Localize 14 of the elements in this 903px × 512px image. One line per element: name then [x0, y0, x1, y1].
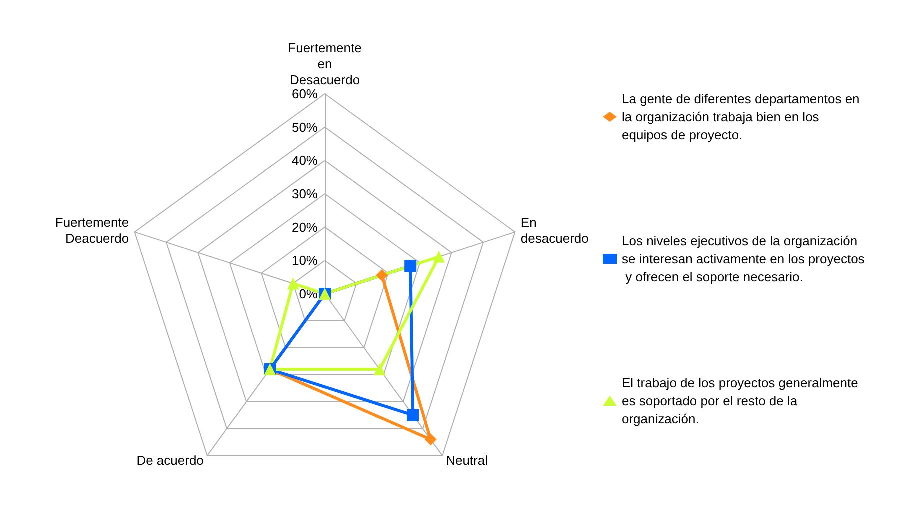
- y-tick-label: 60%: [292, 86, 318, 102]
- spoke-label: Neutral: [446, 453, 488, 468]
- legend-label: El trabajo de los proyectos generalmente es soportado por el resto de la organización.: [622, 376, 862, 426]
- spoke-label: De acuerdo: [136, 453, 204, 468]
- legend-label: La gente de diferentes departamentos en la organización trabaja bien en los equipos de proyecto.: [622, 92, 864, 142]
- y-tick-label: 10%: [292, 253, 318, 268]
- spoke-label: En desacuerdo: [520, 214, 589, 246]
- y-tick-label: 30%: [292, 186, 318, 202]
- legend-label: Los niveles ejecutivos de la organización se interesan activamente en los proyectos y ofrecen el soporte necesario.: [622, 234, 866, 284]
- spoke-label: Fuertemente en Desacuerdo: [288, 40, 362, 88]
- spoke-label: Fuertemente Deacuerdo: [55, 214, 130, 246]
- y-tick-label: 50%: [292, 120, 318, 135]
- y-tick-label: 20%: [292, 220, 318, 235]
- y-tick-label: 40%: [292, 153, 318, 168]
